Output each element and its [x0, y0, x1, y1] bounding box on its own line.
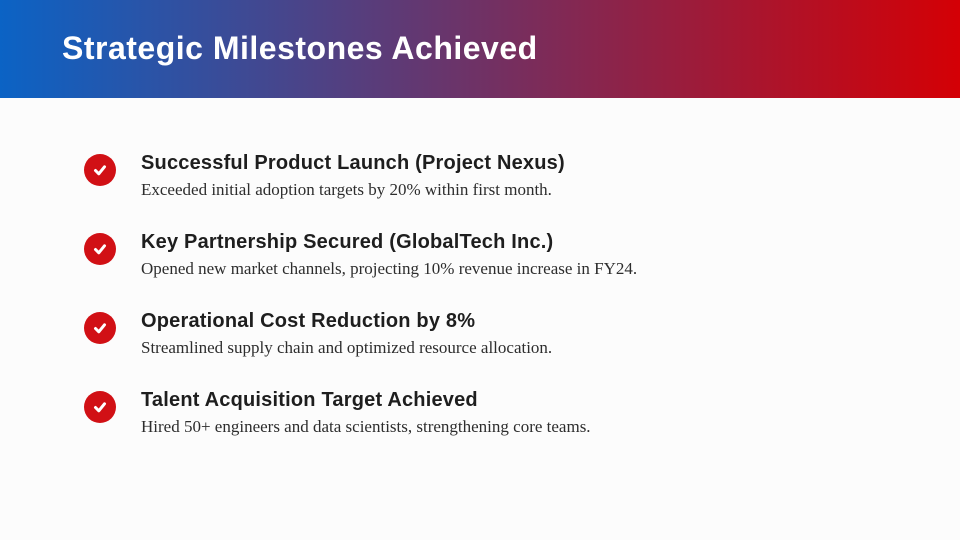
list-item: Key Partnership Secured (GlobalTech Inc.… [84, 229, 900, 281]
check-icon [91, 319, 109, 337]
list-item: Successful Product Launch (Project Nexus… [84, 150, 900, 202]
check-circle-badge [84, 391, 116, 423]
page-title: Strategic Milestones Achieved [62, 30, 538, 67]
slide-header: Strategic Milestones Achieved [0, 0, 960, 98]
check-icon [91, 161, 109, 179]
milestone-text: Operational Cost Reduction by 8% Streaml… [141, 308, 552, 360]
milestone-description: Exceeded initial adoption targets by 20%… [141, 180, 552, 199]
milestone-text: Key Partnership Secured (GlobalTech Inc.… [141, 229, 637, 281]
check-icon [91, 240, 109, 258]
milestone-title: Talent Acquisition Target Achieved [141, 389, 478, 411]
milestone-text: Talent Acquisition Target Achieved Hired… [141, 387, 591, 439]
milestone-title: Successful Product Launch (Project Nexus… [141, 152, 565, 174]
milestone-text: Successful Product Launch (Project Nexus… [141, 150, 565, 202]
check-icon [91, 398, 109, 416]
list-item: Operational Cost Reduction by 8% Streaml… [84, 308, 900, 360]
milestone-description: Hired 50+ engineers and data scientists,… [141, 417, 591, 436]
milestone-description: Streamlined supply chain and optimized r… [141, 338, 553, 357]
check-circle-badge [84, 154, 116, 186]
milestone-description: Opened new market channels, projecting 1… [141, 259, 638, 278]
milestone-list: Successful Product Launch (Project Nexus… [0, 98, 960, 439]
check-circle-badge [84, 233, 116, 265]
list-item: Talent Acquisition Target Achieved Hired… [84, 387, 900, 439]
milestone-title: Key Partnership Secured (GlobalTech Inc.… [141, 231, 554, 253]
check-circle-badge [84, 312, 116, 344]
milestone-title: Operational Cost Reduction by 8% [141, 310, 476, 332]
